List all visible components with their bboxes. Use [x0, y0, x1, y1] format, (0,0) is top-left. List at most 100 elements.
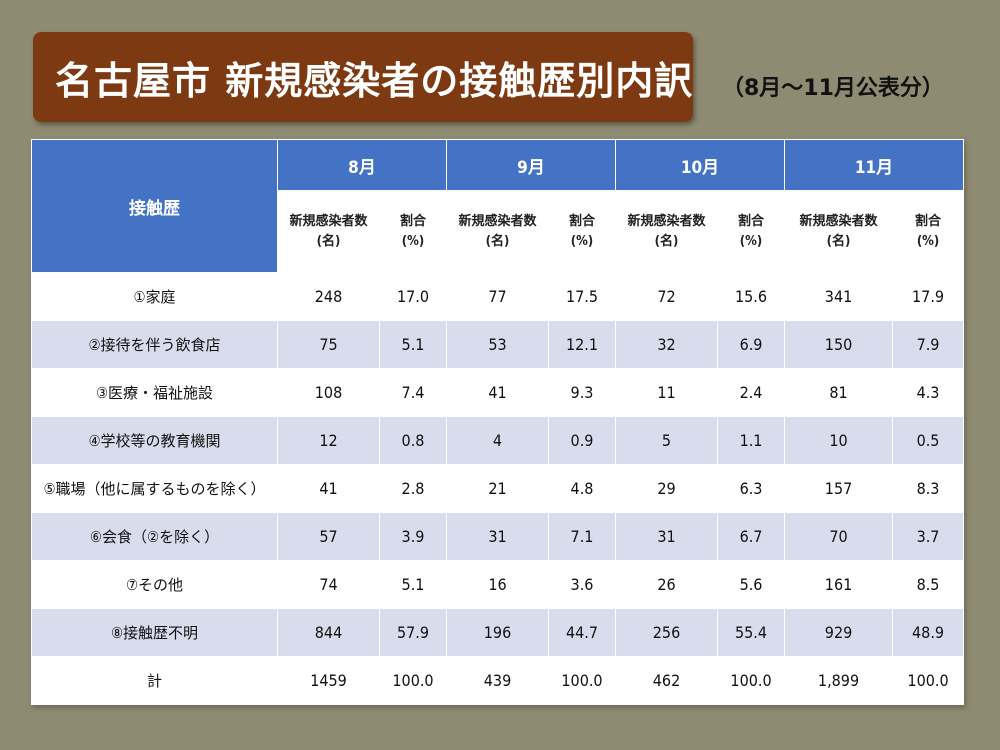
cell-ratio: 0.5: [892, 416, 965, 465]
month-header: 9月: [446, 139, 616, 191]
title-banner: 名古屋市 新規感染者の接触歴別内訳: [33, 32, 693, 122]
cell-count: 150: [784, 320, 894, 369]
cell-count: 196: [446, 608, 549, 657]
cell-ratio: 2.8: [379, 464, 447, 513]
month-header: 10月: [614, 139, 786, 191]
total-label: 計: [31, 656, 278, 705]
cell-count: 844: [277, 608, 380, 657]
cell-count: 929: [784, 608, 894, 657]
table-row: ⑤職場（他に属するものを除く） 41 2.8 21 4.8 29 6.3 157 8.3: [31, 464, 965, 513]
sub-header-count-line2: (名): [485, 233, 510, 249]
page-title: 名古屋市 新規感染者の接触歴別内訳: [55, 58, 694, 103]
cell-ratio: 8.3: [892, 464, 965, 513]
cell-ratio: 57.9: [379, 608, 447, 657]
cell-ratio: 9.3: [548, 368, 616, 417]
total-count: 1,899: [784, 656, 894, 705]
sub-header-count-line2: (名): [316, 233, 341, 249]
cell-count: 29: [615, 464, 718, 513]
cell-ratio: 4.8: [548, 464, 616, 513]
cell-count: 108: [277, 368, 380, 417]
row-label: ⑥会食（②を除く）: [31, 512, 278, 561]
sub-header-ratio-line2: (%): [570, 233, 594, 249]
sub-header-ratio-line2: (%): [916, 233, 940, 249]
cell-count: 72: [615, 272, 718, 321]
cell-ratio: 0.9: [548, 416, 616, 465]
cell-count: 256: [615, 608, 718, 657]
cell-count: 341: [784, 272, 894, 321]
contact-history-table: 接触歴 8月 9月 10月 11月 新規感染者数 (名) 割合 (%) 新規感染者数 (名…: [31, 139, 965, 705]
sub-header-count: 新規感染者数 (名): [784, 190, 894, 273]
sub-header-count-line2: (名): [826, 233, 851, 249]
total-ratio: 100.0: [892, 656, 965, 705]
total-count: 1459: [277, 656, 380, 705]
cell-ratio: 7.4: [379, 368, 447, 417]
total-row: 計 1459 100.0 439 100.0 462 100.0 1,899 100.0: [31, 656, 965, 705]
cell-count: 16: [446, 560, 549, 609]
cell-ratio: 4.3: [892, 368, 965, 417]
cell-ratio: 2.4: [716, 368, 786, 417]
cell-count: 31: [615, 512, 718, 561]
cell-ratio: 3.6: [548, 560, 616, 609]
sub-header-count: 新規感染者数 (名): [277, 190, 380, 273]
cell-ratio: 17.0: [379, 272, 447, 321]
total-ratio: 100.0: [716, 656, 786, 705]
cell-count: 5: [615, 416, 718, 465]
cell-ratio: 5.1: [379, 320, 447, 369]
cell-ratio: 15.6: [716, 272, 786, 321]
cell-count: 21: [446, 464, 549, 513]
cell-ratio: 5.1: [379, 560, 447, 609]
table-row: ⑦その他 74 5.1 16 3.6 26 5.6 161 8.5: [31, 560, 965, 609]
cell-ratio: 48.9: [892, 608, 965, 657]
cell-ratio: 0.8: [379, 416, 447, 465]
cell-count: 41: [446, 368, 549, 417]
sub-header-ratio-line1: 割合: [738, 214, 765, 229]
cell-count: 74: [277, 560, 380, 609]
table-row: ④学校等の教育機関 12 0.8 4 0.9 5 1.1 10 0.5: [31, 416, 965, 465]
sub-header-count-line1: 新規感染者数: [627, 214, 706, 229]
cell-ratio: 6.3: [716, 464, 786, 513]
cell-ratio: 55.4: [716, 608, 786, 657]
row-label: ③医療・福祉施設: [31, 368, 278, 417]
cell-ratio: 12.1: [548, 320, 616, 369]
row-label: ⑧接触歴不明: [31, 608, 278, 657]
sub-header-count: 新規感染者数 (名): [446, 190, 549, 273]
cell-ratio: 8.5: [892, 560, 965, 609]
total-count: 462: [615, 656, 718, 705]
row-label: ⑦その他: [31, 560, 278, 609]
sub-header-count-line2: (名): [654, 233, 679, 249]
table-row: ①家庭 248 17.0 77 17.5 72 15.6 341 17.9: [31, 272, 965, 321]
sub-header-ratio-line1: 割合: [915, 214, 942, 229]
sub-header-ratio: 割合 (%): [548, 190, 616, 273]
table-row: ②接待を伴う飲食店 75 5.1 53 12.1 32 6.9 150 7.9: [31, 320, 965, 369]
cell-ratio: 5.6: [716, 560, 786, 609]
cell-count: 41: [277, 464, 380, 513]
table-header: 接触歴 8月 9月 10月 11月 新規感染者数 (名) 割合 (%) 新規感染者数 (名…: [31, 139, 965, 273]
cell-count: 10: [784, 416, 894, 465]
cell-count: 157: [784, 464, 894, 513]
table-row: ③医療・福祉施設 108 7.4 41 9.3 11 2.4 81 4.3: [31, 368, 965, 417]
month-header: 11月: [784, 139, 965, 191]
cell-count: 11: [615, 368, 718, 417]
sub-header-ratio: 割合 (%): [379, 190, 447, 273]
total-count: 439: [446, 656, 549, 705]
row-label: ①家庭: [31, 272, 278, 321]
cell-count: 12: [277, 416, 380, 465]
row-label: ⑤職場（他に属するものを除く）: [31, 464, 278, 513]
cell-ratio: 7.1: [548, 512, 616, 561]
cell-ratio: 7.9: [892, 320, 965, 369]
cell-count: 81: [784, 368, 894, 417]
row-label: ②接待を伴う飲食店: [31, 320, 278, 369]
cell-count: 4: [446, 416, 549, 465]
sub-header-count-line1: 新規感染者数: [799, 214, 878, 229]
month-header: 8月: [277, 139, 447, 191]
sub-header-ratio: 割合 (%): [892, 190, 965, 273]
cell-ratio: 3.9: [379, 512, 447, 561]
cell-count: 53: [446, 320, 549, 369]
cell-ratio: 6.7: [716, 512, 786, 561]
sub-header-count: 新規感染者数 (名): [615, 190, 718, 273]
sub-header-count-line1: 新規感染者数: [458, 214, 537, 229]
sub-header-row: 新規感染者数 (名) 割合 (%) 新規感染者数 (名) 割合 (%) 新規感染者数 (名) 割合 (…: [32, 190, 965, 273]
cell-ratio: 44.7: [548, 608, 616, 657]
sub-header-ratio-line1: 割合: [399, 214, 426, 229]
cell-count: 26: [615, 560, 718, 609]
